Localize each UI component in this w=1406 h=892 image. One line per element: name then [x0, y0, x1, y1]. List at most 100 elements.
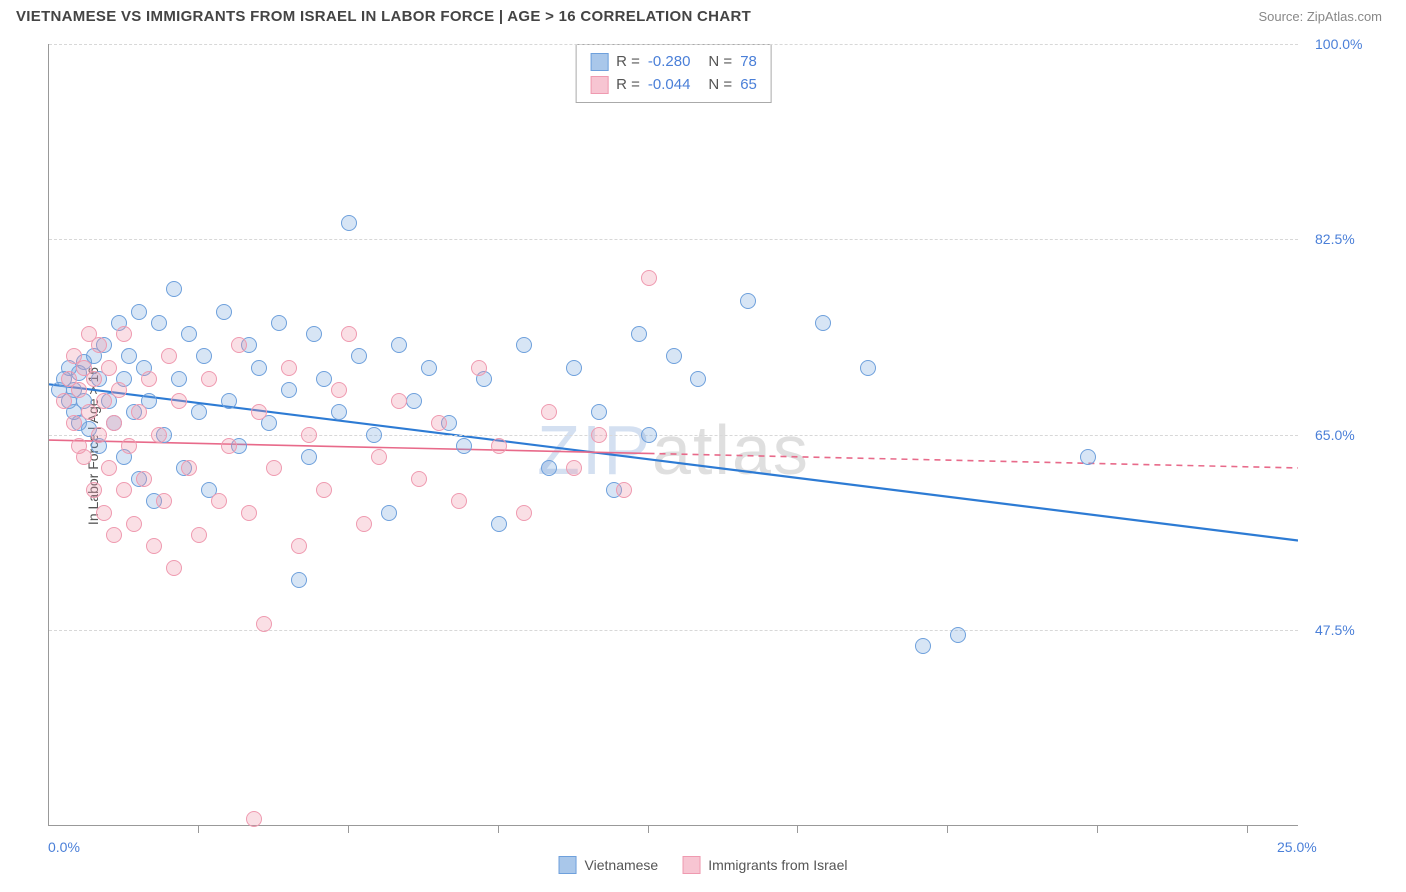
scatter-point-israel	[96, 505, 112, 521]
scatter-point-vietnamese	[860, 360, 876, 376]
stats-N-label: N =	[708, 51, 732, 74]
scatter-point-israel	[251, 404, 267, 420]
stats-R-value: -0.044	[648, 74, 691, 97]
chart-header: VIETNAMESE VS IMMIGRANTS FROM ISRAEL IN …	[0, 0, 1406, 33]
scatter-point-vietnamese	[181, 326, 197, 342]
scatter-point-vietnamese	[456, 438, 472, 454]
scatter-point-israel	[101, 360, 117, 376]
scatter-point-vietnamese	[950, 627, 966, 643]
y-tick-label: 100.0%	[1315, 36, 1362, 52]
scatter-point-israel	[221, 438, 237, 454]
scatter-point-vietnamese	[491, 516, 507, 532]
x-tick-mark	[498, 825, 499, 833]
x-axis-min-label: 0.0%	[48, 839, 80, 855]
stats-N-value: 65	[740, 74, 757, 97]
scatter-point-vietnamese	[216, 304, 232, 320]
scatter-point-israel	[161, 348, 177, 364]
scatter-point-vietnamese	[740, 293, 756, 309]
x-tick-mark	[348, 825, 349, 833]
scatter-point-israel	[121, 438, 137, 454]
gridline	[49, 630, 1298, 631]
scatter-point-israel	[411, 471, 427, 487]
scatter-point-israel	[281, 360, 297, 376]
legend-label: Immigrants from Israel	[708, 857, 847, 873]
scatter-point-israel	[96, 393, 112, 409]
scatter-point-vietnamese	[171, 371, 187, 387]
scatter-point-israel	[201, 371, 217, 387]
scatter-point-vietnamese	[341, 215, 357, 231]
scatter-point-israel	[156, 493, 172, 509]
y-tick-label: 82.5%	[1315, 231, 1355, 247]
trendline-israel	[49, 440, 649, 453]
scatter-point-israel	[451, 493, 467, 509]
gridline	[49, 435, 1298, 436]
scatter-point-vietnamese	[196, 348, 212, 364]
scatter-point-israel	[151, 427, 167, 443]
gridline	[49, 44, 1298, 45]
scatter-point-israel	[181, 460, 197, 476]
scatter-point-vietnamese	[541, 460, 557, 476]
watermark-atlas: atlas	[652, 411, 810, 489]
scatter-point-israel	[491, 438, 507, 454]
scatter-point-israel	[66, 415, 82, 431]
scatter-point-vietnamese	[221, 393, 237, 409]
scatter-point-vietnamese	[641, 427, 657, 443]
scatter-point-vietnamese	[381, 505, 397, 521]
x-tick-mark	[1097, 825, 1098, 833]
scatter-point-israel	[141, 371, 157, 387]
trendline-dashed-israel	[649, 453, 1298, 468]
scatter-point-israel	[56, 393, 72, 409]
scatter-point-vietnamese	[131, 304, 147, 320]
scatter-point-vietnamese	[690, 371, 706, 387]
scatter-point-vietnamese	[271, 315, 287, 331]
x-tick-mark	[947, 825, 948, 833]
correlation-stats-box: R = -0.280 N = 78R =-0.044N =65	[575, 44, 772, 103]
scatter-point-vietnamese	[166, 281, 182, 297]
scatter-point-israel	[616, 482, 632, 498]
scatter-point-vietnamese	[331, 404, 347, 420]
stats-row-vietnamese: R = -0.280 N = 78	[590, 51, 757, 74]
scatter-point-israel	[371, 449, 387, 465]
scatter-point-israel	[171, 393, 187, 409]
scatter-point-vietnamese	[366, 427, 382, 443]
chart-source: Source: ZipAtlas.com	[1258, 9, 1382, 24]
scatter-point-vietnamese	[566, 360, 582, 376]
watermark-zip: ZIP	[537, 411, 652, 489]
scatter-point-vietnamese	[316, 371, 332, 387]
scatter-point-israel	[641, 270, 657, 286]
stats-R-label: R =	[616, 51, 640, 74]
x-tick-mark	[1247, 825, 1248, 833]
stats-N-value: 78	[740, 51, 757, 74]
scatter-point-israel	[211, 493, 227, 509]
scatter-point-israel	[266, 460, 282, 476]
stats-row-israel: R =-0.044N =65	[590, 74, 757, 97]
scatter-point-israel	[76, 449, 92, 465]
scatter-point-vietnamese	[391, 337, 407, 353]
scatter-point-israel	[86, 482, 102, 498]
scatter-point-israel	[106, 415, 122, 431]
stats-R-value: -0.280	[648, 51, 691, 74]
scatter-point-israel	[471, 360, 487, 376]
bottom-legend: VietnameseImmigrants from Israel	[559, 856, 848, 874]
scatter-point-israel	[91, 337, 107, 353]
x-tick-mark	[198, 825, 199, 833]
scatter-point-vietnamese	[351, 348, 367, 364]
gridline	[49, 239, 1298, 240]
scatter-point-israel	[241, 505, 257, 521]
scatter-point-israel	[246, 811, 262, 827]
scatter-point-israel	[301, 427, 317, 443]
scatter-point-israel	[116, 326, 132, 342]
scatter-point-vietnamese	[291, 572, 307, 588]
scatter-point-israel	[566, 460, 582, 476]
scatter-point-israel	[81, 404, 97, 420]
scatter-point-israel	[331, 382, 347, 398]
scatter-point-israel	[316, 482, 332, 498]
scatter-point-israel	[86, 371, 102, 387]
scatter-point-vietnamese	[121, 348, 137, 364]
scatter-point-israel	[391, 393, 407, 409]
scatter-point-vietnamese	[406, 393, 422, 409]
watermark: ZIPatlas	[537, 410, 810, 490]
scatter-point-vietnamese	[591, 404, 607, 420]
scatter-point-israel	[166, 560, 182, 576]
scatter-point-israel	[356, 516, 372, 532]
